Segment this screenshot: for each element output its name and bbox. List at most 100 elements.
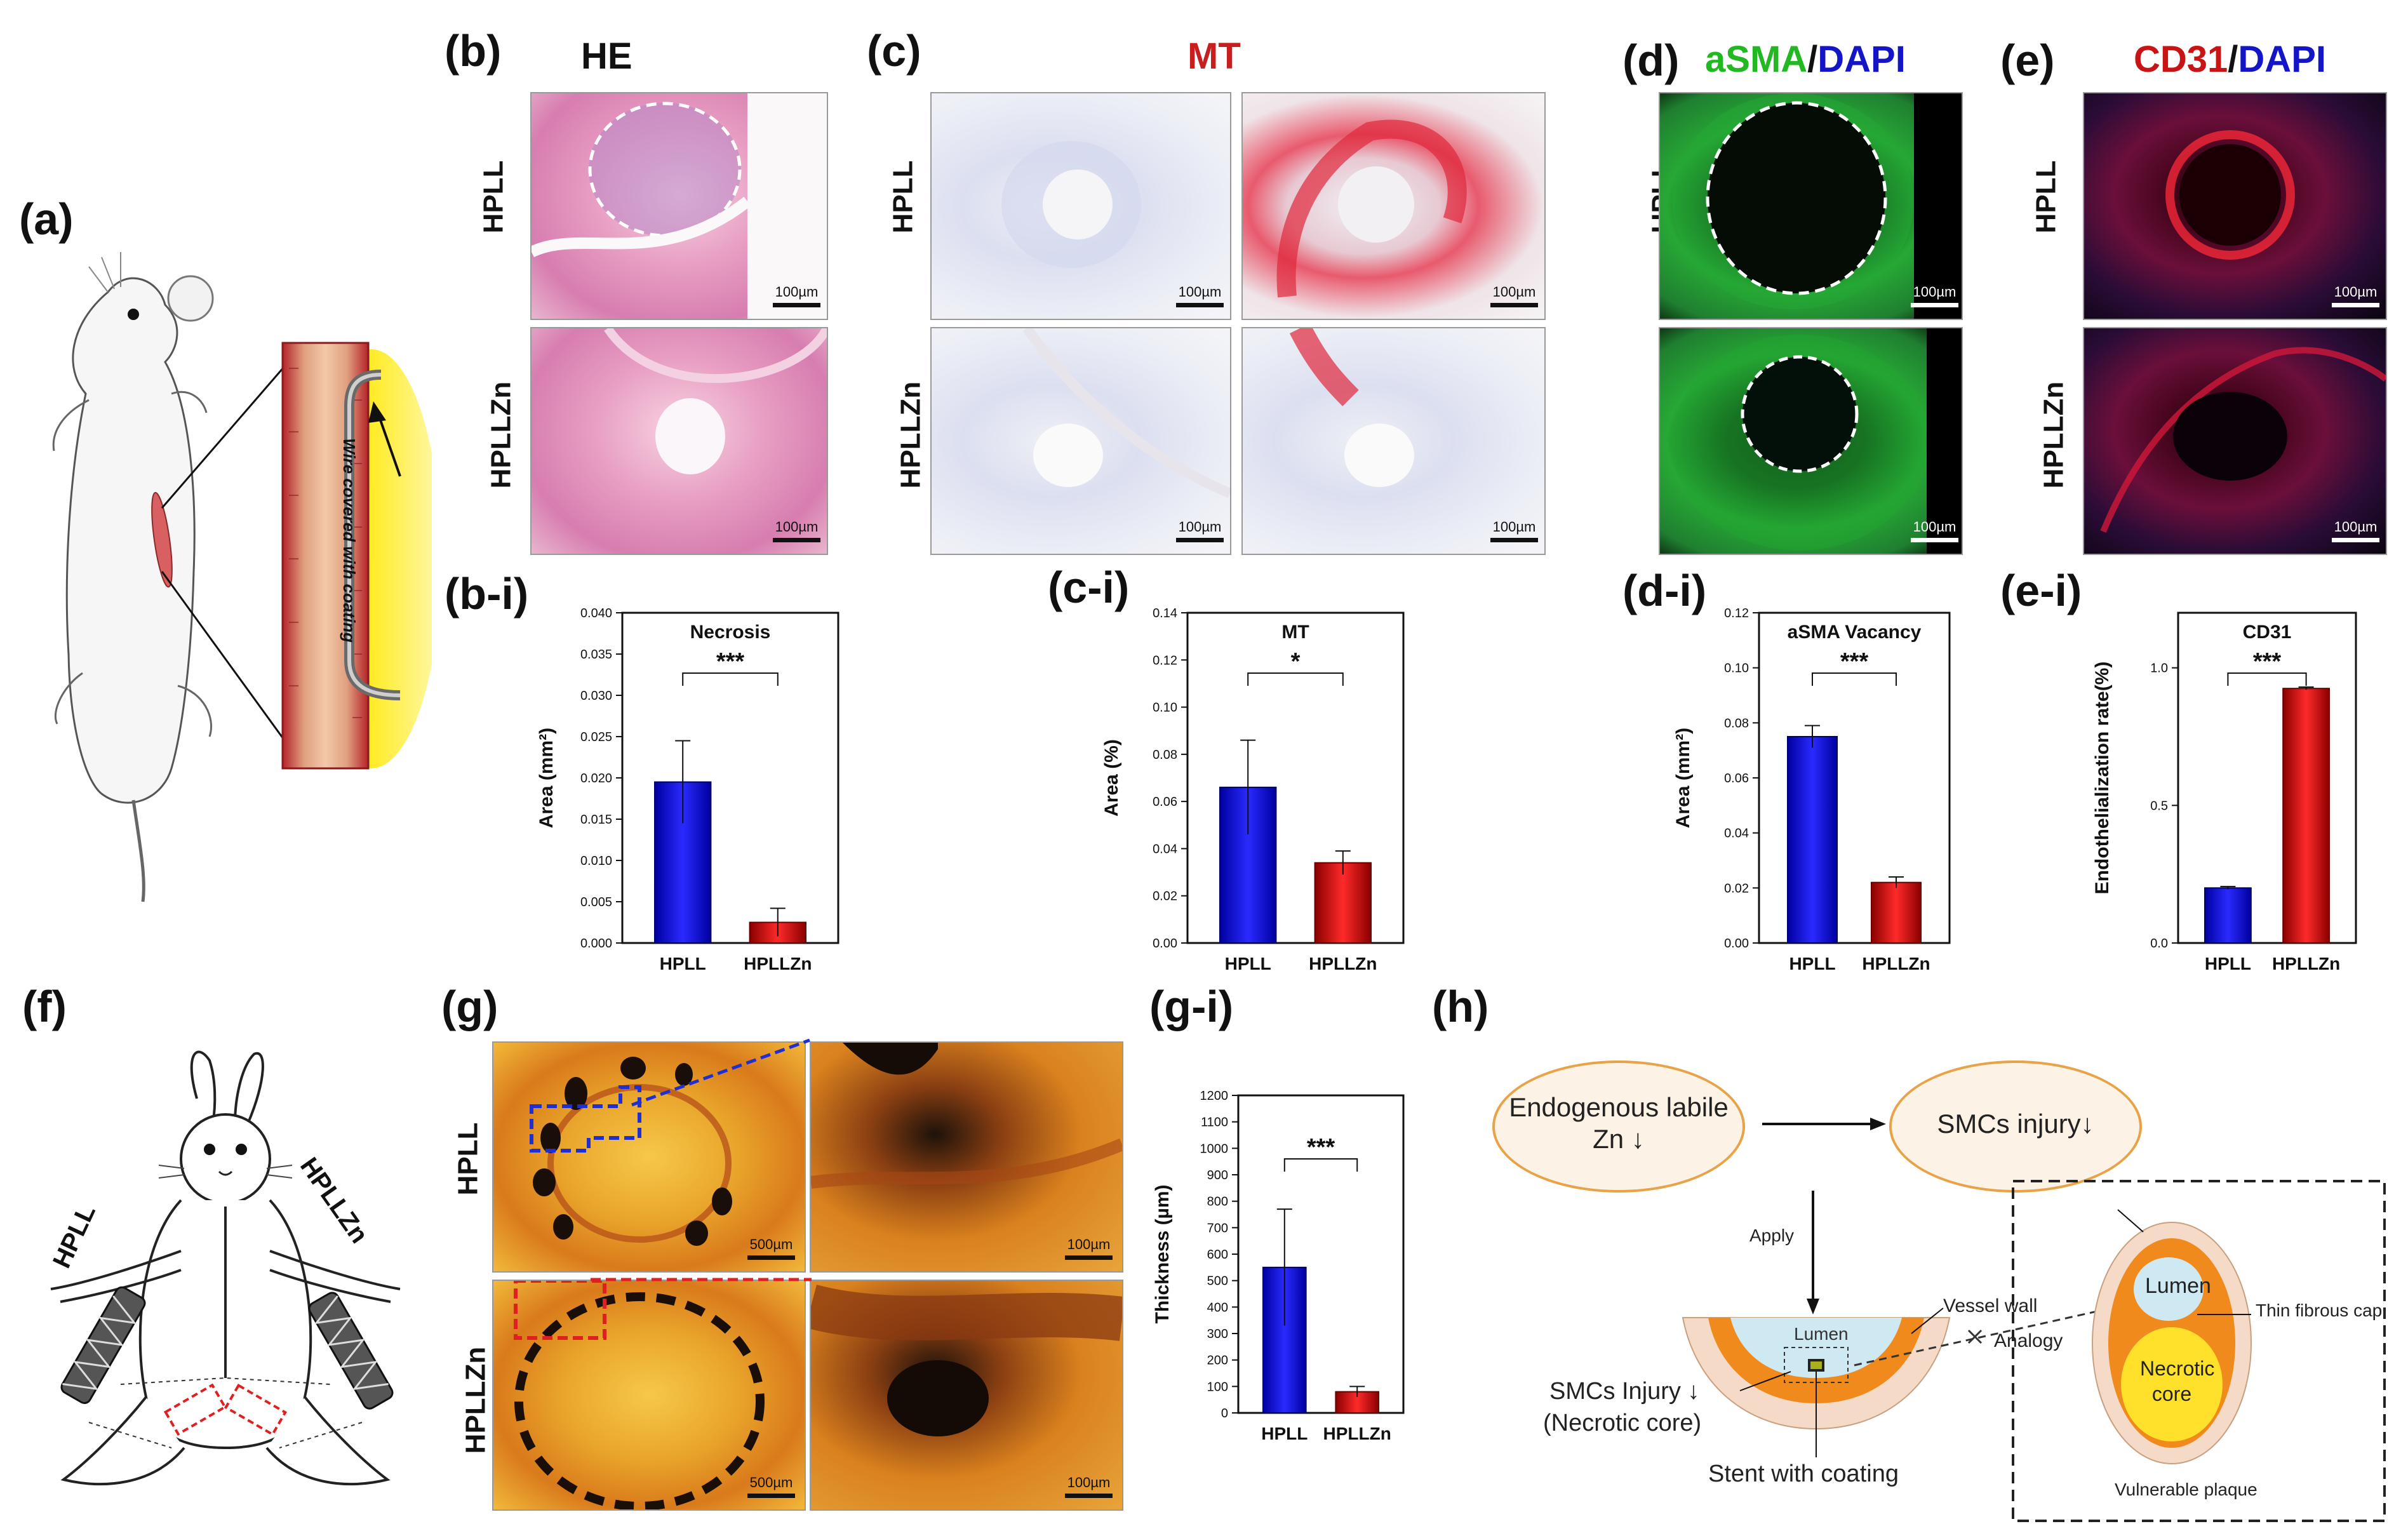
y-axis-label: Area (mm²)	[536, 728, 557, 828]
row-hpll-e: HPLL	[2030, 160, 2062, 234]
y-tick-label: 0.12	[1153, 653, 1177, 667]
significance-stars: *	[1291, 648, 1301, 675]
g-hpllzn-overview: 500µm	[492, 1280, 806, 1511]
lumen2-label: Lumen	[2145, 1274, 2211, 1298]
scale-cd31-hpll: 100µm	[2334, 284, 2378, 300]
smcs-injury-label: SMCs Injury ↓	[1549, 1378, 1700, 1405]
y-tick-label: 0	[1221, 1407, 1228, 1421]
y-tick-label: 1000	[1200, 1142, 1229, 1156]
scale-mt-hpll-1: 100µm	[1178, 284, 1222, 300]
title-cd31-dapi-part: DAPI	[2238, 39, 2326, 80]
y-tick-label: 0.035	[580, 648, 612, 662]
x-category-label: HPLLZn	[744, 954, 812, 973]
scale-g-hpll-zoom: 100µm	[1067, 1236, 1111, 1252]
row-hpllzn-e: HPLLZn	[2038, 381, 2070, 489]
y-tick-label: 800	[1207, 1195, 1228, 1209]
y-tick-label: 0.04	[1153, 842, 1177, 856]
he-hpllzn-image: 100µm	[530, 327, 828, 555]
significance-bracket	[1247, 672, 1344, 686]
significance-stars: ***	[716, 648, 745, 675]
label-gi: (g-i)	[1149, 982, 1234, 1031]
lumen-label: Lumen	[1794, 1324, 1849, 1344]
stent-coating-label: Stent with coating	[1708, 1461, 1899, 1487]
label-a: (a)	[19, 194, 74, 244]
g-hpll-zoom-connector	[631, 1038, 810, 1107]
y-axis-label: Area (%)	[1101, 739, 1122, 817]
vulnerable-label: Vulnerable plaque	[2115, 1480, 2258, 1499]
apply-label: Apply	[1749, 1226, 1795, 1245]
title-asma-dapi: aSMA/DAPI	[1705, 38, 1906, 81]
scale-asma-hpll: 100µm	[1913, 284, 1956, 300]
significance-bracket	[682, 672, 779, 686]
scale-g-hpllzn-overview: 500µm	[749, 1474, 793, 1490]
box-endogenous-zn: Endogenous labile Zn ↓	[1492, 1060, 1745, 1193]
x-category-label: HPLLZn	[1323, 1424, 1391, 1443]
label-f: (f)	[22, 982, 67, 1031]
y-tick-label: 0.5	[2150, 799, 2168, 813]
y-tick-label: 0.02	[1153, 890, 1177, 904]
y-tick-label: 0.10	[1724, 662, 1749, 676]
mt-hpll-stain2: 100µm	[1241, 92, 1546, 320]
y-tick-label: 0.04	[1724, 827, 1749, 841]
significance-bracket	[2227, 672, 2307, 686]
bar-hpllzn	[1871, 881, 1922, 944]
y-tick-label: 1.0	[2150, 662, 2168, 676]
rat-illustration	[52, 252, 432, 902]
significance-stars: ***	[1840, 648, 1869, 675]
y-tick-label: 0.08	[1724, 716, 1749, 730]
x-category-label: HPLL	[1225, 954, 1271, 973]
y-tick-label: 0.030	[580, 689, 612, 703]
label-di: (d-i)	[1622, 566, 1707, 615]
asma-hpll-image: 100µm	[1659, 92, 1963, 320]
chart-cd31: 0.0 0.5 1.0 Endothelialization rate(%) CD31 H…	[2092, 612, 2357, 973]
cd31-hpll-image: 100µm	[2083, 92, 2387, 320]
label-b: (b)	[445, 26, 502, 76]
x-category-label: HPLLZn	[1862, 954, 1930, 973]
asma-hpllzn-image: 100µm	[1659, 327, 1963, 555]
chart-necrosis: 0.000 0.005 0.010 0.015 0.020 0.025 0.030 0.035…	[536, 606, 839, 973]
plot-frame	[2177, 612, 2357, 944]
y-tick-label: 0.005	[580, 895, 612, 909]
y-tick-label: 0.025	[580, 730, 612, 744]
significance-stars: ***	[1307, 1134, 1335, 1161]
wire-annotation: Wire covered with coating	[340, 438, 359, 643]
scale-he-hpll: 100µm	[775, 284, 819, 300]
row-hpllzn-b: HPLLZn	[485, 381, 517, 489]
cd31-hpllzn-image: 100µm	[2083, 327, 2387, 555]
title-cd31-dapi: CD31/DAPI	[2134, 38, 2326, 81]
label-ei: (e-i)	[2000, 566, 2082, 615]
title-asma-sep: /	[1807, 39, 1818, 80]
g-hpllzn-zoom-connector	[591, 1278, 812, 1281]
y-tick-label: 0.00	[1153, 937, 1177, 951]
y-tick-label: 600	[1207, 1248, 1228, 1262]
mt-hpllzn-stain2: 100µm	[1241, 327, 1546, 555]
bar-hpllzn	[2282, 688, 2331, 944]
vessel-wall-label: Vessel wall	[1943, 1295, 2038, 1316]
y-tick-label: 200	[1207, 1354, 1228, 1368]
y-tick-label: 400	[1207, 1301, 1228, 1314]
y-axis-label: Endothelialization rate(%)	[2092, 662, 2113, 895]
box-smcs-injury: SMCs injury↓	[1889, 1060, 2142, 1193]
scale-g-hpllzn-zoom: 100µm	[1067, 1474, 1111, 1490]
y-tick-label: 0.0	[2150, 937, 2168, 951]
mt-hpllzn-stain1: 100µm	[930, 327, 1231, 555]
y-tick-label: 0.14	[1153, 606, 1177, 620]
bar-hpll	[1787, 736, 1838, 944]
x-category-label: HPLL	[2205, 954, 2251, 973]
scale-asma-hpllzn: 100µm	[1913, 519, 1956, 535]
y-tick-label: 500	[1207, 1274, 1228, 1288]
schematic-h-graphics	[1682, 1118, 2386, 1522]
row-hpll-b: HPLL	[478, 160, 509, 234]
chart-title: CD31	[2243, 622, 2292, 643]
row-hpllzn-c: HPLLZn	[895, 381, 926, 489]
y-tick-label: 1100	[1201, 1116, 1228, 1130]
y-tick-label: 0.020	[580, 772, 612, 786]
label-g: (g)	[441, 982, 498, 1031]
y-tick-label: 0.06	[1153, 795, 1177, 809]
g-hpllzn-zoom: 100µm	[810, 1280, 1123, 1511]
title-asma-dapi-part: DAPI	[1817, 39, 1906, 80]
chart-thickness: 0 100 200 300 400 500 600 700 800 900 1000 1100 1200…	[1152, 1089, 1405, 1443]
x-category-label: HPLL	[1789, 954, 1835, 973]
scale-mt-hpllzn-1: 100µm	[1178, 519, 1222, 535]
y-tick-label: 0.12	[1724, 606, 1749, 620]
